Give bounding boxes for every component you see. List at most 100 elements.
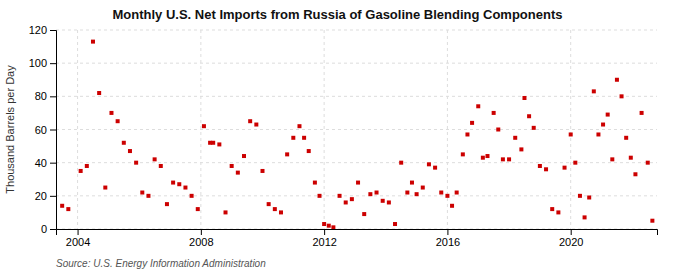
point [128,149,132,153]
point [91,40,95,44]
point [583,215,587,219]
point [183,186,187,190]
point [381,199,385,203]
tick: 100 [29,57,56,69]
point [578,194,582,198]
annotation: Source: U.S. Energy Information Administ… [56,258,266,269]
point [211,141,215,145]
point [122,141,126,145]
tick-label: 0 [41,223,47,235]
point [109,111,113,115]
tick-mark [571,229,572,235]
tick-mark [447,229,448,235]
point [569,132,573,136]
point [596,132,600,136]
point [248,119,252,123]
point [615,78,619,82]
point [501,157,505,161]
tick-mark [50,96,56,97]
grid-line [200,30,201,229]
point [538,164,542,168]
point [421,186,425,190]
point [302,136,306,140]
tick: 2004 [66,229,90,248]
point [165,202,169,206]
point [103,186,107,190]
point [153,157,157,161]
point [285,152,289,156]
point [322,222,326,226]
point [592,89,596,93]
point [217,142,221,146]
tick-mark [50,130,56,131]
tick: 2012 [312,229,336,248]
point [279,210,283,214]
chart: 20042008201220162020020406080100120Month… [0,0,675,275]
point [492,111,496,115]
point [146,194,150,198]
tick-label: 2020 [559,236,583,248]
point [527,114,531,118]
point [159,164,163,168]
point [399,161,403,165]
point [254,123,258,127]
point [556,210,560,214]
point [171,181,175,185]
point [650,219,654,223]
point [356,181,360,185]
point [387,200,391,204]
point [177,182,181,186]
tick-label: 60 [35,124,47,136]
title: Monthly U.S. Net Imports from Russia of … [113,7,563,22]
point [273,207,277,211]
plot: 20042008201220162020020406080100120 [29,24,658,248]
point [415,192,419,196]
tick-mark [50,163,56,164]
point [267,202,271,206]
tick-label: 2016 [436,236,460,248]
tick-label: 40 [35,157,47,169]
point [350,197,354,201]
point [375,191,379,195]
point [513,136,517,140]
grid-line [56,63,657,64]
point [338,194,342,198]
tick-label: 120 [29,24,47,36]
point [519,147,523,151]
point [573,161,577,165]
point [439,191,443,195]
tick-label: 2004 [66,236,90,248]
y-axis: 020406080100120 [29,24,57,235]
point [550,207,554,211]
tick-mark [50,63,56,64]
tick: 2016 [436,229,460,248]
grid-line [56,30,657,31]
point [450,204,454,208]
point [587,195,591,199]
axis-line [50,31,57,230]
point [481,156,485,160]
tick-mark [50,30,56,31]
grid-line [56,96,657,97]
point [368,192,372,196]
point [544,167,548,171]
point [196,207,200,211]
point [522,96,526,100]
grid-line [324,30,325,229]
grid-line [56,162,657,163]
axis-line [57,230,658,236]
point [327,224,331,228]
point [331,225,335,229]
tick: 120 [29,24,56,36]
point [629,156,633,160]
tick: 60 [35,124,56,136]
tick-label: 2012 [312,236,336,248]
point [620,94,624,98]
tick: 80 [35,90,56,102]
tick-mark [324,229,325,235]
point [610,157,614,161]
point [485,154,489,158]
point [79,169,83,173]
tick-mark [78,229,79,235]
point [134,161,138,165]
